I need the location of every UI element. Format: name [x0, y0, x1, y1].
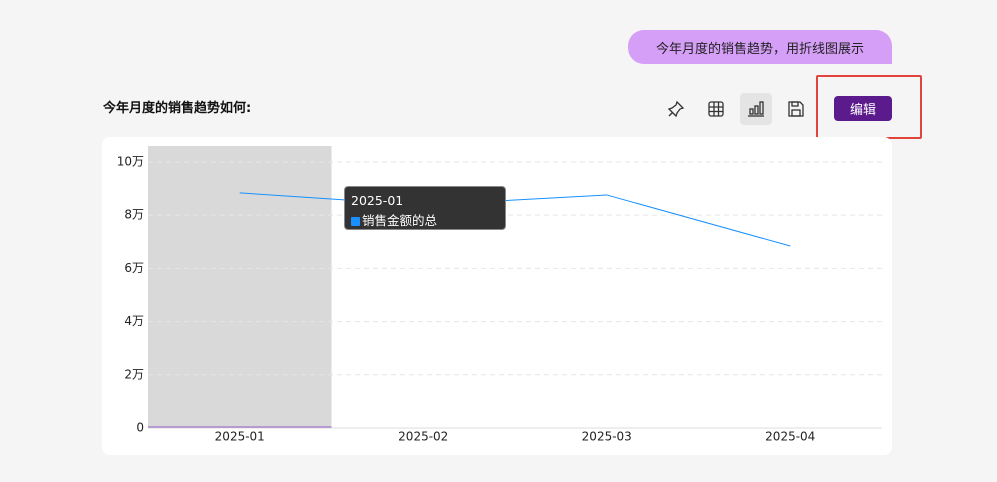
- question-title: 今年月度的销售趋势如何:: [103, 101, 252, 116]
- x-tick-label: 2025-01: [215, 430, 265, 444]
- line-series: [239, 192, 791, 247]
- tooltip-swatch: [351, 217, 360, 226]
- y-tick-label: 8万: [124, 208, 144, 222]
- chart: 0 2万 4万 6万 8万 10万 2025-01 2025-02 2025-03 2025-04: [117, 146, 882, 444]
- y-tick-label: 2万: [124, 367, 144, 381]
- chart-card: 0 2万 4万 6万 8万 10万 2025-01 2025-02 2025-03 2025-04: [102, 137, 892, 455]
- x-tick-label: 2025-02: [398, 430, 448, 444]
- y-tick-label: 4万: [124, 314, 144, 328]
- pin-button[interactable]: [660, 93, 692, 125]
- tooltip-title: 2025-01: [351, 193, 404, 208]
- y-tick-label: 0: [136, 421, 144, 435]
- tooltip-row: 销售金额的总和:88362.77: [351, 210, 499, 248]
- x-tick-label: 2025-03: [582, 430, 632, 444]
- y-tick-label: 10万: [117, 154, 144, 168]
- edit-button[interactable]: 编辑: [834, 96, 892, 121]
- tooltip-label: 销售金额的总和:88362.77: [351, 213, 438, 247]
- chart-button[interactable]: [740, 93, 772, 125]
- tooltip: 2025-01 销售金额的总和:88362.77: [344, 186, 506, 247]
- y-tick-label: 6万: [124, 261, 144, 275]
- table-button[interactable]: [700, 93, 732, 125]
- user-message: 今年月度的销售趋势，用折线图展示: [628, 30, 892, 64]
- save-button[interactable]: [780, 93, 812, 125]
- x-tick-label: 2025-04: [765, 430, 815, 444]
- highlight-box: [816, 75, 922, 139]
- hover-band: [148, 146, 332, 428]
